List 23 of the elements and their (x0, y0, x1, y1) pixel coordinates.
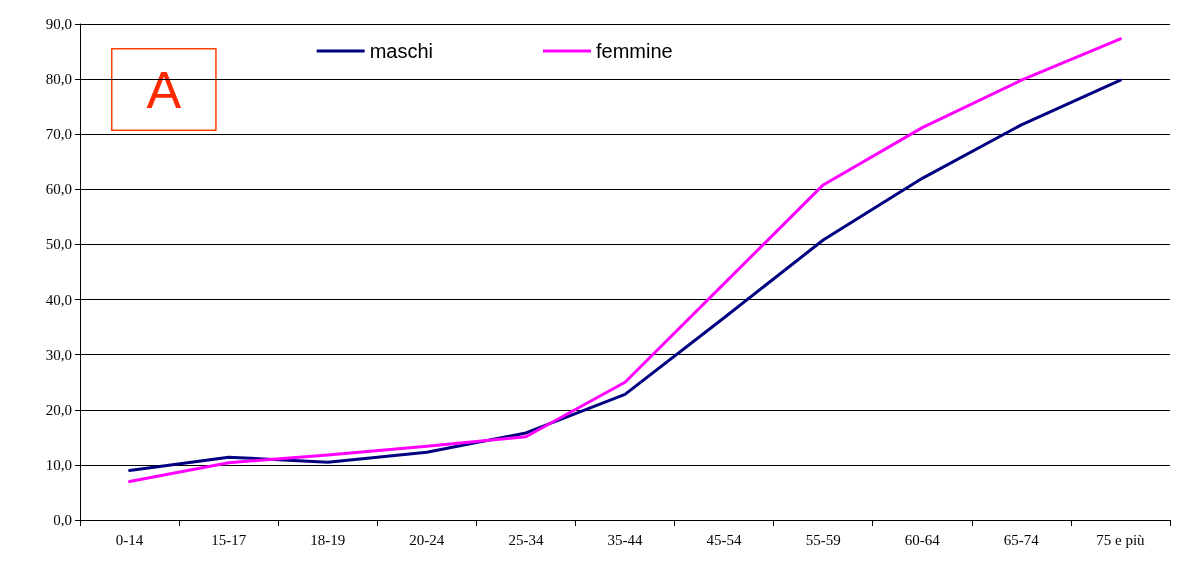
y-tick-label: 50,0 (45, 236, 72, 253)
y-tick-label: 90,0 (45, 16, 72, 32)
y-tick-label: 10,0 (45, 456, 72, 473)
legend-label: femmine (596, 40, 673, 62)
legend-label: maschi (369, 40, 434, 62)
x-tick-label: 35-44 (607, 531, 643, 548)
y-tick-label: 30,0 (45, 346, 72, 363)
x-tick-label: 65-74 (1003, 531, 1040, 548)
y-tick-label: 60,0 (45, 181, 72, 198)
x-tick-label: 0-14 (115, 531, 144, 548)
x-tick-label: 15-17 (211, 531, 247, 548)
x-tick-label: 45-54 (706, 531, 743, 548)
x-tick-label: 20-24 (409, 531, 445, 548)
y-tick-label: 80,0 (45, 71, 72, 88)
x-tick-label: 55-59 (805, 531, 841, 548)
x-tick-label: 75 e più (1096, 531, 1146, 548)
y-tick-label: 0,0 (53, 512, 72, 528)
x-tick-label: 18-19 (310, 531, 346, 548)
y-tick-label: 40,0 (45, 291, 72, 308)
x-tick-label: 25-34 (508, 531, 544, 548)
y-tick-label: 70,0 (45, 126, 72, 143)
y-tick-label: 20,0 (45, 401, 72, 418)
x-tick-label: 60-64 (904, 531, 941, 548)
